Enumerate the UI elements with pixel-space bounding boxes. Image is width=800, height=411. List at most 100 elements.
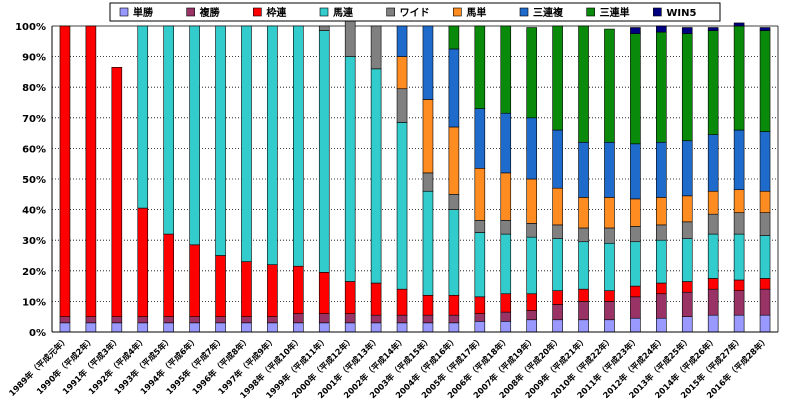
bar-segment	[707, 278, 719, 290]
bar-segment	[759, 278, 771, 290]
bar-segment	[681, 221, 693, 239]
bar-segment	[526, 319, 537, 333]
bar-segment	[681, 140, 693, 197]
bar-segment	[396, 314, 408, 324]
bar-segment	[578, 25, 589, 143]
y-tick-label: 30%	[22, 236, 46, 247]
bar-segment	[448, 209, 460, 296]
legend-swatch	[319, 7, 329, 17]
bar-segment	[604, 227, 615, 244]
bar-segment	[267, 264, 278, 317]
bar-segment	[707, 233, 719, 279]
y-tick-label: 70%	[22, 114, 46, 125]
gridlines	[52, 25, 778, 302]
bar-segment	[448, 322, 460, 333]
bar-segment	[630, 198, 641, 227]
bar-segment	[448, 126, 460, 195]
bar-segment	[578, 227, 589, 243]
legend-label: 馬連	[333, 6, 354, 19]
bar-segment	[656, 25, 667, 33]
bar-segment	[759, 288, 771, 316]
bar-segment	[733, 290, 745, 316]
bar-segment	[552, 129, 563, 189]
bar-segment	[396, 88, 408, 123]
bar-segment	[318, 25, 330, 31]
bar-segment	[215, 322, 226, 333]
bar-segment	[474, 232, 486, 298]
bar-segment	[707, 190, 719, 215]
bar-segment	[578, 141, 589, 198]
bar-segment	[656, 282, 667, 295]
bar-segment	[630, 317, 641, 333]
bar-segment	[474, 296, 486, 314]
bar-segment	[759, 212, 771, 236]
bar-segment	[500, 233, 512, 295]
bar-segment	[318, 322, 330, 333]
bar-segment	[396, 25, 408, 57]
y-tick-label: 60%	[22, 144, 46, 155]
bar-segment	[681, 195, 693, 223]
bar-segment	[681, 316, 693, 333]
bar-segment	[733, 22, 745, 27]
bar-segment	[578, 241, 589, 290]
bar-segment	[370, 314, 382, 324]
bar-segment	[241, 261, 252, 317]
bar-segment	[759, 131, 771, 192]
legend-swatch	[519, 7, 529, 17]
bar-segment	[733, 189, 745, 213]
legend-swatch	[119, 7, 129, 17]
legend-swatch	[586, 7, 595, 17]
bar-segment	[137, 316, 149, 324]
legend-label: 三連単	[600, 6, 630, 19]
bar-segment	[215, 316, 226, 324]
bar-segment	[422, 25, 434, 100]
bar-segment	[552, 304, 563, 321]
bar-segment	[370, 282, 382, 316]
bar-segment	[474, 320, 486, 333]
bar-segment	[137, 322, 149, 333]
bar-segment	[552, 224, 563, 239]
bar-segment	[552, 187, 563, 226]
y-tick-label: 50%	[22, 175, 46, 186]
bar-segment	[474, 25, 486, 109]
bar-segment	[578, 319, 589, 333]
bar-segment	[396, 322, 408, 333]
bar-segment	[422, 190, 434, 296]
bar-segment	[396, 288, 408, 316]
bar-segment	[111, 316, 123, 324]
bar-segment	[370, 322, 382, 333]
bar-segment	[604, 301, 615, 321]
bar-segment	[604, 290, 615, 302]
bar-segment	[293, 265, 304, 314]
legend-label: 枠連	[266, 6, 287, 19]
bar-segment	[111, 67, 123, 317]
bar-segment	[85, 322, 97, 333]
bar-segment	[733, 233, 745, 281]
bar-segment	[630, 296, 641, 319]
bar-segment	[163, 233, 174, 318]
bar-segment	[163, 316, 174, 324]
bar-segment	[656, 224, 667, 241]
bar-segment	[293, 25, 304, 267]
bar-segment	[344, 322, 356, 333]
bar-segment	[707, 314, 719, 333]
bar-segment	[656, 141, 667, 198]
bar-segment	[500, 320, 512, 333]
bar-segment	[344, 56, 356, 282]
bar-segment	[759, 30, 771, 132]
bar-segment	[215, 255, 226, 318]
bar-segment	[630, 33, 641, 145]
bar-segment	[707, 134, 719, 192]
y-tick-label: 40%	[22, 206, 46, 217]
bar-segment	[552, 319, 563, 333]
bar-segment	[85, 25, 97, 318]
bar-segment	[656, 317, 667, 333]
bar-segment	[59, 25, 71, 318]
bar-segment	[526, 293, 537, 311]
bar-segment	[604, 242, 615, 291]
bar-segment	[448, 314, 460, 324]
legend-box	[109, 2, 721, 22]
bar-segment	[267, 25, 278, 265]
bar-segment	[137, 25, 149, 209]
bar-segment	[500, 25, 512, 114]
